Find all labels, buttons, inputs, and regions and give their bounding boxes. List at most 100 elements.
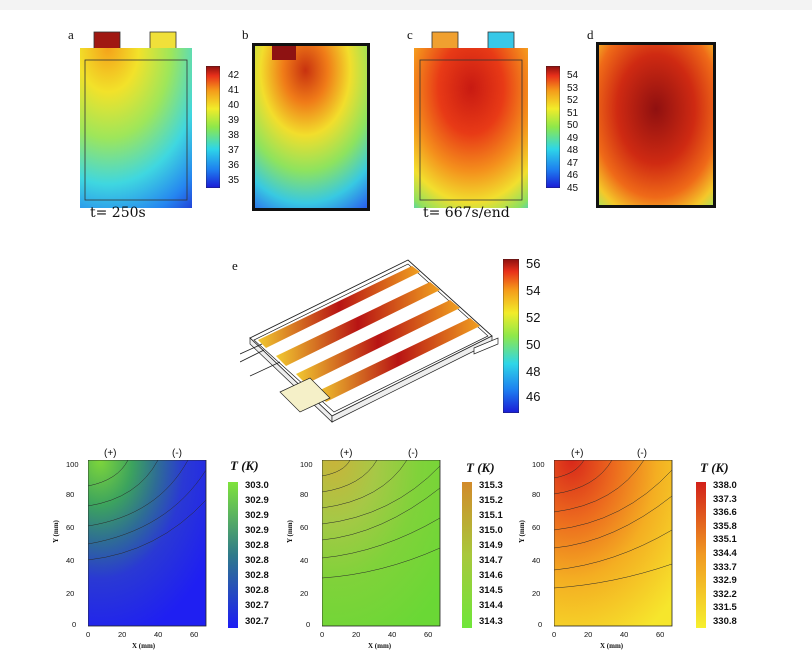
cb3-tick: 335.1 [713,534,737,546]
cb1-tick: 302.9 [245,495,269,506]
cb-cd-tick: 45 [567,182,579,194]
contour2-neg-terminal: (-) [408,448,418,459]
contour2-plot [322,460,441,627]
contour3-neg-terminal: (-) [637,448,647,459]
cb2-tick: 315.1 [479,510,503,521]
cb-ab-tick: 41 [228,85,240,96]
cb2-tick: 314.3 [479,616,503,627]
contour3-colorbar [696,482,706,628]
contour2-cb-ticks: 315.3 315.2 315.1 315.0 314.9 314.7 314.… [479,480,519,630]
contour3-xticks: 0 20 40 60 [552,630,682,642]
ytick: 60 [532,523,541,532]
ytick: 100 [66,460,79,469]
contour2-pos-terminal: (+) [340,448,353,459]
cb1-tick: 303.0 [245,480,269,491]
cb-e-tick: 46 [526,389,541,404]
cb-cd-tick: 49 [567,132,579,144]
contour1-colorbar [228,482,238,628]
top-strip [0,0,812,10]
contour1-cb-title: T (K) [230,458,259,473]
cb3-tick: 331.5 [713,602,737,614]
contour3-xlabel: X (mm) [600,642,624,650]
cb1-tick: 302.7 [245,616,269,627]
cb3-tick: 330.8 [713,616,737,627]
cb-cd-tick: 52 [567,95,579,106]
contour2-colorbar [462,482,472,628]
cb-ab-tick: 37 [228,145,240,156]
ytick: 20 [300,589,309,598]
cb1-tick: 302.8 [245,540,269,551]
contour2-ylabel: Y (mm) [286,520,294,543]
contour1-xticks: 0 20 40 60 [86,630,216,642]
cb3-tick: 332.9 [713,575,737,587]
contour1-pos-terminal: (+) [104,448,117,459]
cb-cd-tick: 47 [567,157,579,169]
cb-ab-tick: 36 [228,160,240,171]
contour2-xticks: 0 20 40 60 [320,630,450,642]
panel-e-cooling-plate [240,259,499,423]
colorbar-cd [546,66,560,188]
cb-cd-tick: 51 [567,107,579,119]
panel-d-thermal-map [596,42,716,208]
xtick: 60 [656,630,665,639]
colorbar-e-ticks: 56 54 52 50 48 46 [526,256,556,416]
ytick: 80 [66,490,75,499]
ytick: 60 [66,523,75,532]
cb-cd-tick: 50 [567,120,579,131]
cb1-tick: 302.8 [245,585,269,596]
cb3-tick: 338.0 [713,480,737,491]
colorbar-e [503,259,519,413]
contour3-ylabel: Y (mm) [518,520,526,543]
xtick: 40 [620,630,629,639]
xtick: 40 [388,630,397,639]
cb-e-tick: 54 [526,283,541,298]
contour1-xlabel: X (mm) [132,642,156,650]
xtick: 0 [320,630,325,639]
cb-ab-tick: 39 [228,115,240,126]
panel-label-a: a [68,27,74,42]
cb-cd-tick: 46 [567,170,579,181]
cb2-tick: 315.2 [479,495,503,506]
xtick: 20 [352,630,361,639]
ytick: 0 [72,620,77,629]
ytick: 20 [66,589,75,598]
contour1-ylabel: Y (mm) [52,520,60,543]
contour1-plot [88,460,207,627]
contour2-xlabel: X (mm) [368,642,392,650]
cb-cd-tick: 54 [567,70,579,81]
cb-cd-tick: 53 [567,82,579,94]
ytick: 100 [300,460,313,469]
cb2-tick: 314.7 [479,555,503,566]
panel-c-time: t= 667s/end [423,205,510,221]
panel-label-b: b [242,27,249,42]
cb1-tick: 302.9 [245,510,269,521]
ytick: 40 [66,556,75,565]
cb2-tick: 314.9 [479,540,503,551]
ytick: 80 [532,490,541,499]
cb1-tick: 302.8 [245,555,269,566]
contour2-yticks: 100 80 60 40 20 0 [300,460,320,629]
cb-ab-tick: 42 [228,70,240,81]
ytick: 40 [532,556,541,565]
colorbar-cd-ticks: 54 53 52 51 50 49 48 47 46 45 [567,70,597,194]
cb2-tick: 314.5 [479,585,503,596]
cb3-tick: 334.4 [713,548,737,559]
ytick: 80 [300,490,309,499]
colorbar-ab-ticks: 42 41 40 39 38 37 36 35 [228,70,258,188]
panel-label-e: e [232,258,238,273]
xtick: 60 [190,630,199,639]
cb1-tick: 302.7 [245,600,269,611]
cb2-tick: 315.0 [479,525,503,536]
ytick: 40 [300,556,309,565]
xtick: 20 [584,630,593,639]
contour3-cb-ticks: 338.0 337.3 336.6 335.8 335.1 334.4 333.… [713,480,753,630]
contour1-yticks: 100 80 60 40 20 0 [66,460,86,629]
cb2-tick: 315.3 [479,480,503,491]
ytick: 60 [300,523,309,532]
cb-e-tick: 50 [526,337,541,352]
ytick: 100 [532,460,545,469]
cb1-tick: 302.8 [245,570,269,581]
contour3-plot [554,460,673,627]
contour1-neg-terminal: (-) [172,448,182,459]
cb3-tick: 336.6 [713,507,737,519]
